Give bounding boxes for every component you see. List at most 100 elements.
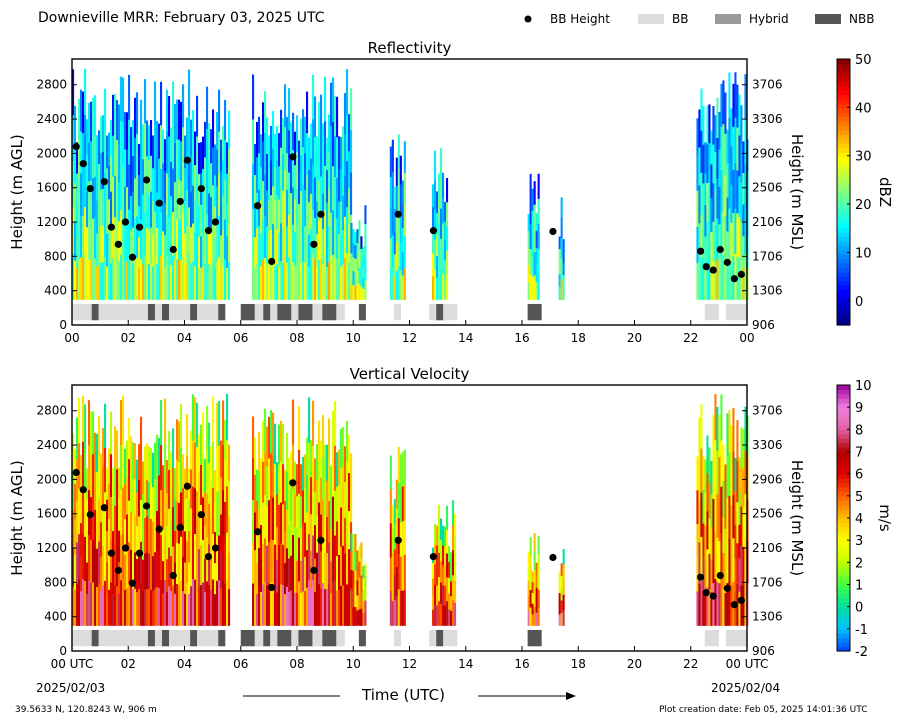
vv-echo-cell	[124, 589, 127, 626]
vv-echo-cell	[84, 536, 87, 582]
refl-echo-cell	[316, 136, 319, 170]
vv-echo-cell	[448, 593, 451, 610]
refl-echo-cell	[258, 262, 261, 300]
vv-echo-cell	[134, 479, 137, 517]
refl-echo-cell	[352, 285, 355, 300]
refl-echo-cell	[154, 255, 157, 300]
vv-echo-cell	[332, 539, 335, 583]
refl-echo-cell	[80, 173, 83, 217]
vv-echo-cell	[202, 582, 205, 626]
refl-echo-cell	[144, 123, 147, 168]
refl-echo-cell	[304, 116, 307, 154]
vv-echo-cell	[102, 546, 105, 587]
vv-echo-cell	[198, 472, 201, 512]
refl-echo-cell	[282, 190, 285, 228]
vv-echo-cell	[178, 462, 181, 504]
vv-xtick-label: 06	[233, 657, 248, 671]
refl-echo-cell	[560, 258, 563, 280]
vv-echo-cell	[740, 585, 743, 626]
vv-echo-cell	[262, 502, 265, 545]
vv-echo-cell	[288, 558, 291, 593]
refl-colorbar-cell	[837, 240, 850, 246]
refl-echo-cell	[389, 146, 392, 178]
vv-echo-cell	[744, 450, 747, 495]
vv-echo-cell	[168, 586, 171, 626]
vv-echo-cell	[144, 589, 147, 626]
refl-echo-cell	[399, 213, 402, 243]
refl-bb-type-bb	[98, 303, 148, 321]
vv-echo-cell	[401, 451, 404, 488]
vv-echo-cell	[156, 587, 159, 626]
refl-echo-cell	[112, 258, 115, 300]
vv-echo-cell	[144, 553, 147, 591]
vv-bb-type-bb	[394, 629, 402, 647]
refl-colorbar-cell	[837, 72, 850, 78]
vv-echo-cell	[338, 449, 341, 486]
refl-echo-cell	[198, 268, 201, 300]
vv-echo-cell	[138, 480, 141, 518]
refl-echo-cell	[444, 221, 447, 242]
refl-echo-cell	[531, 188, 534, 212]
page-title: Downieville MRR: February 03, 2025 UTC	[38, 10, 325, 26]
refl-echo-cell	[228, 148, 231, 187]
refl-echo-cell	[226, 205, 229, 238]
refl-echo-cell	[198, 142, 201, 175]
vv-echo-cell	[364, 612, 367, 626]
vv-echo-cell	[454, 603, 457, 626]
vv-echo-cell	[316, 480, 319, 518]
refl-echo-cell	[206, 214, 209, 258]
refl-echo-cell	[712, 183, 715, 223]
vv-echo-cell	[122, 441, 125, 489]
vv-y2tick-label: 3706	[752, 404, 783, 418]
vv-bb-height-point	[72, 468, 80, 477]
refl-echo-cell	[112, 176, 115, 219]
vv-echo-cell	[304, 591, 307, 626]
refl-xtick-label: 22	[683, 331, 698, 345]
vv-colorbar-cell	[837, 628, 850, 634]
vv-echo-cell	[718, 499, 721, 542]
vv-echo-cell	[720, 440, 723, 488]
vv-echo-cell	[270, 496, 273, 540]
vv-echo-cell	[736, 543, 739, 585]
vv-echo-cell	[90, 497, 93, 541]
vv-echo-cell	[100, 488, 103, 523]
vv-echo-cell	[80, 489, 83, 524]
vv-echo-cell	[108, 448, 111, 485]
refl-echo-cell	[102, 225, 105, 264]
refl-echo-cell	[358, 283, 361, 300]
refl-echo-cell	[304, 226, 307, 264]
refl-echo-cell	[96, 135, 99, 169]
vv-echo-cell	[724, 593, 727, 626]
vv-echo-cell	[152, 487, 155, 523]
vv-echo-cell	[98, 457, 101, 501]
refl-echo-cell	[182, 256, 185, 300]
vv-echo-cell	[192, 440, 195, 488]
vv-echo-cell	[148, 553, 151, 591]
vv-echo-cell	[128, 417, 131, 460]
vv-echo-cell	[320, 588, 323, 626]
vv-bb-type-nbb	[322, 629, 337, 647]
vv-echo-cell	[220, 477, 223, 516]
vv-echo-cell	[254, 587, 257, 626]
vv-echo-cell	[397, 518, 400, 555]
vv-echo-cell	[120, 490, 123, 536]
refl-echo-cell	[308, 266, 311, 300]
vv-colorbar-cell	[837, 442, 850, 448]
vv-echo-cell	[150, 483, 153, 520]
refl-echo-cell	[130, 264, 133, 300]
vv-echo-cell	[222, 490, 225, 536]
vv-echo-cell	[452, 550, 455, 576]
vv-echo-cell	[130, 549, 133, 589]
refl-echo-cell	[344, 216, 347, 259]
refl-echo-cell	[78, 219, 81, 260]
legend-swatch-hybrid	[715, 14, 741, 24]
vv-echo-cell	[278, 424, 281, 466]
vv-echo-cell	[152, 590, 155, 626]
vv-echo-cell	[358, 561, 361, 579]
refl-echo-cell	[256, 121, 259, 158]
refl-echo-cell	[116, 100, 119, 141]
refl-y2tick-label: 2506	[752, 181, 783, 195]
vv-echo-cell	[302, 490, 305, 525]
vv-echo-cell	[102, 506, 105, 547]
refl-echo-cell	[266, 226, 269, 264]
